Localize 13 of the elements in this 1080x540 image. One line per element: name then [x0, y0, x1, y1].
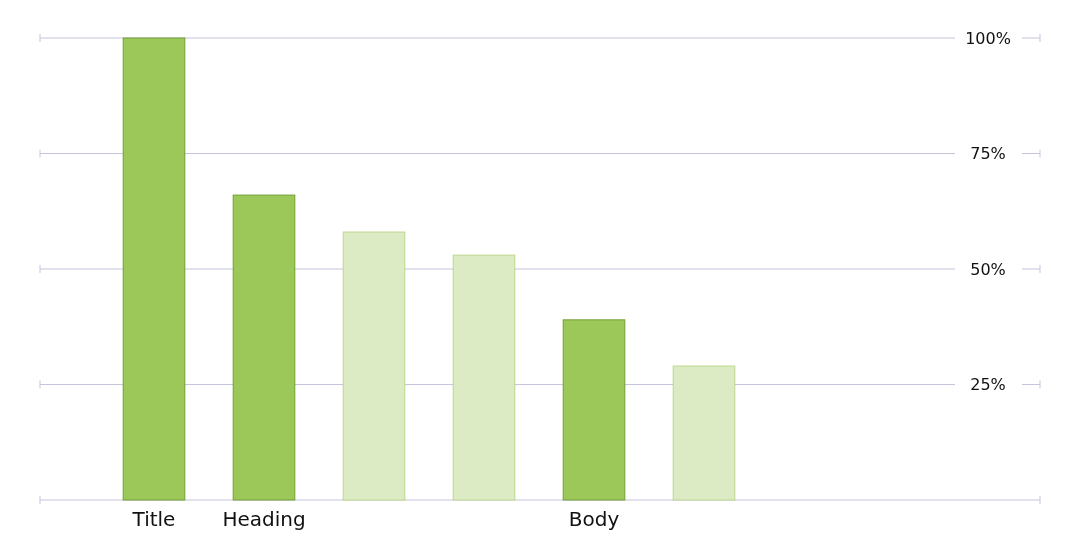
bar: [672, 365, 736, 501]
bar: [452, 254, 516, 501]
x-tick-label: Heading: [222, 507, 306, 531]
bar: [562, 319, 626, 501]
y-tick-label: 50%: [970, 259, 1006, 279]
x-tick-label: Body: [568, 507, 620, 531]
bar: [342, 231, 406, 501]
y-tick-label: 75%: [970, 144, 1006, 164]
x-tick-label: Title: [131, 507, 176, 531]
y-tick-label: 25%: [970, 375, 1006, 395]
bar: [122, 37, 186, 501]
bar: [232, 194, 296, 501]
y-tick-label: 100%: [965, 28, 1011, 48]
